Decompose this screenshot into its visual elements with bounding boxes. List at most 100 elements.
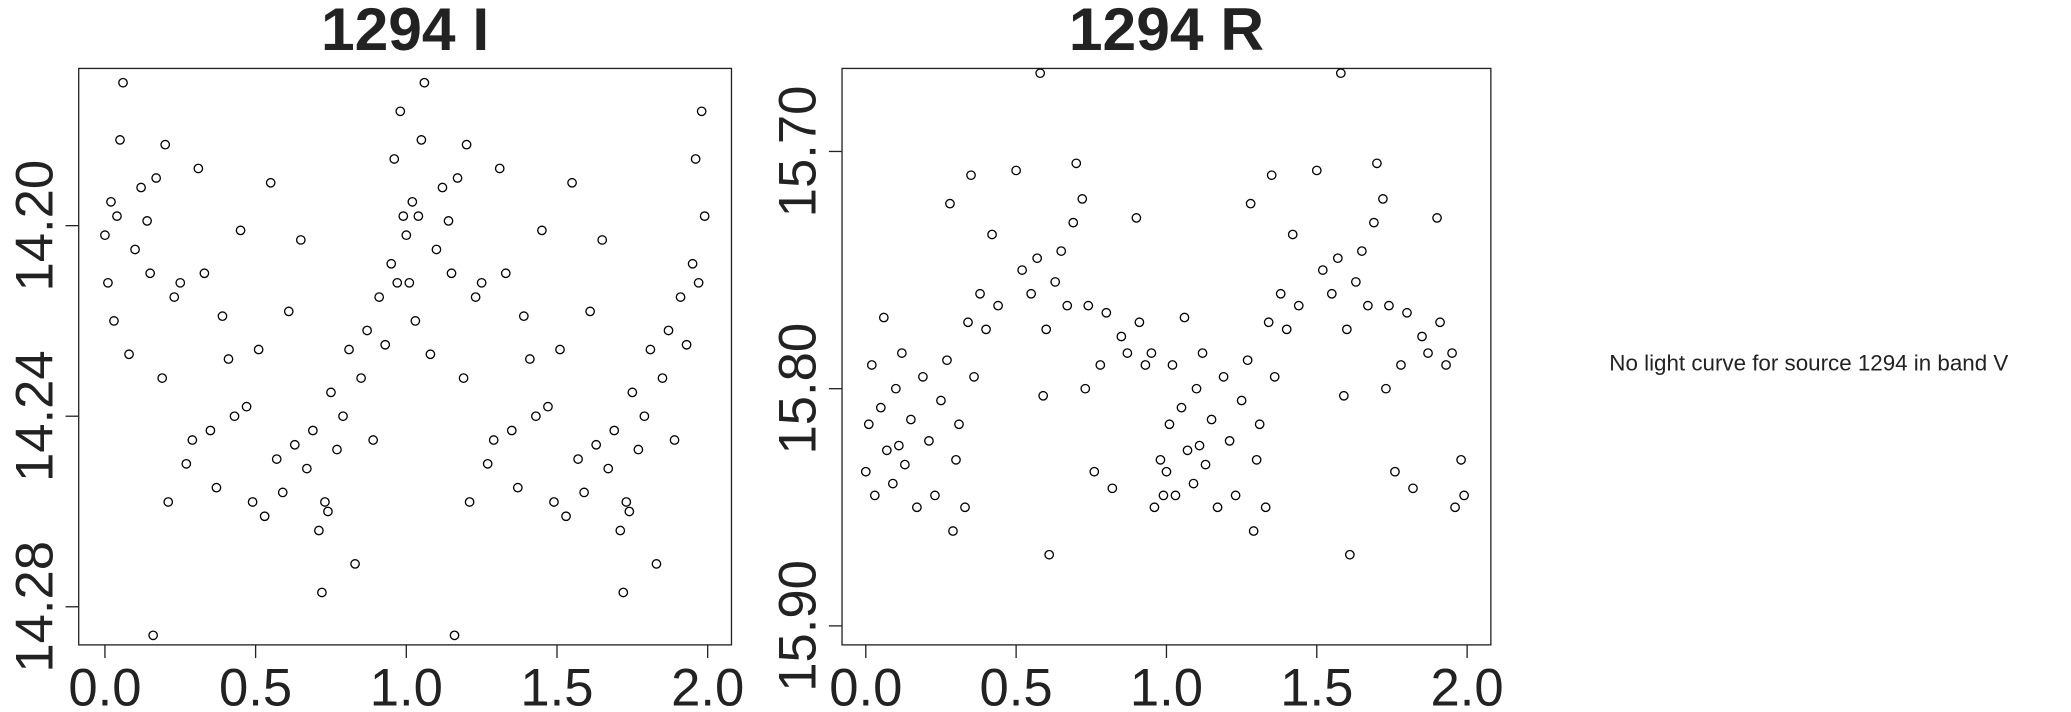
point <box>1459 490 1469 501</box>
point <box>1384 300 1394 311</box>
point <box>1080 383 1091 394</box>
point <box>591 439 602 450</box>
point <box>1350 277 1361 287</box>
point <box>368 435 379 445</box>
point <box>1402 307 1412 318</box>
point <box>1332 253 1343 264</box>
point <box>1390 466 1400 477</box>
point <box>362 325 372 336</box>
point <box>1164 419 1175 430</box>
point <box>633 444 644 455</box>
point <box>975 288 985 299</box>
x-tick-label: 2.0 <box>1431 658 1504 712</box>
point <box>175 277 186 288</box>
point <box>277 487 288 498</box>
point <box>930 490 940 501</box>
point <box>1432 213 1442 223</box>
point <box>866 360 877 370</box>
point <box>458 373 469 383</box>
point <box>1357 246 1367 256</box>
y-tick-label: 14.24 <box>5 350 64 482</box>
point <box>1281 324 1292 335</box>
point <box>235 225 246 236</box>
point <box>338 411 348 422</box>
point <box>380 339 391 350</box>
point <box>151 173 162 183</box>
point <box>893 440 904 451</box>
point <box>464 497 475 507</box>
point <box>301 463 312 474</box>
point <box>1218 371 1229 382</box>
point <box>687 258 698 269</box>
point <box>1311 165 1322 176</box>
point <box>1245 198 1256 209</box>
point <box>1032 253 1043 264</box>
point <box>1179 312 1190 323</box>
point <box>1341 324 1352 335</box>
point <box>579 487 589 498</box>
point <box>869 490 880 501</box>
point <box>199 268 210 279</box>
point <box>627 387 638 398</box>
point <box>1266 170 1277 181</box>
point <box>966 170 976 181</box>
point <box>1182 445 1193 456</box>
point <box>549 497 559 507</box>
point <box>875 402 886 413</box>
plot-frame <box>841 67 1492 646</box>
point <box>1242 355 1253 366</box>
point <box>449 630 460 641</box>
point <box>518 311 529 322</box>
point <box>669 435 680 445</box>
point <box>1224 436 1235 446</box>
point <box>265 177 276 188</box>
point <box>1062 300 1073 311</box>
point <box>969 371 979 382</box>
point <box>229 411 240 422</box>
point <box>878 312 889 323</box>
point <box>1188 478 1199 489</box>
point <box>618 587 629 598</box>
point <box>524 354 535 364</box>
point <box>1089 466 1100 477</box>
point <box>699 211 710 221</box>
point <box>488 435 499 445</box>
x-tick-label: 1.0 <box>370 658 443 712</box>
point <box>1068 217 1079 228</box>
point <box>597 235 608 245</box>
point <box>148 630 159 641</box>
point <box>350 559 360 569</box>
point <box>317 587 327 598</box>
point <box>896 348 907 358</box>
point <box>645 344 656 355</box>
point <box>954 419 964 430</box>
point <box>1158 490 1169 501</box>
point <box>1041 324 1052 335</box>
point <box>639 411 650 422</box>
point <box>407 196 418 207</box>
point <box>443 216 454 226</box>
point <box>1381 383 1391 394</box>
point <box>1456 454 1466 465</box>
point <box>890 383 901 394</box>
point <box>1140 360 1151 370</box>
point <box>1260 502 1271 513</box>
point <box>136 182 146 193</box>
point <box>567 177 577 188</box>
note: No light curve for source 1294 in band V <box>1609 350 2008 375</box>
point <box>1083 300 1094 311</box>
point <box>555 344 565 355</box>
point <box>1134 317 1145 328</box>
point <box>1236 395 1247 406</box>
point <box>1251 454 1262 465</box>
panel: 1294 R 0.0 0.5 1.0 1.5 2.0 15.70 15.80 15.90 <box>769 0 1504 712</box>
point <box>142 216 152 226</box>
point <box>446 268 457 279</box>
point <box>863 419 874 430</box>
point <box>1161 466 1172 477</box>
point <box>651 559 662 569</box>
point <box>945 198 955 209</box>
point <box>506 425 517 436</box>
point <box>881 445 892 456</box>
